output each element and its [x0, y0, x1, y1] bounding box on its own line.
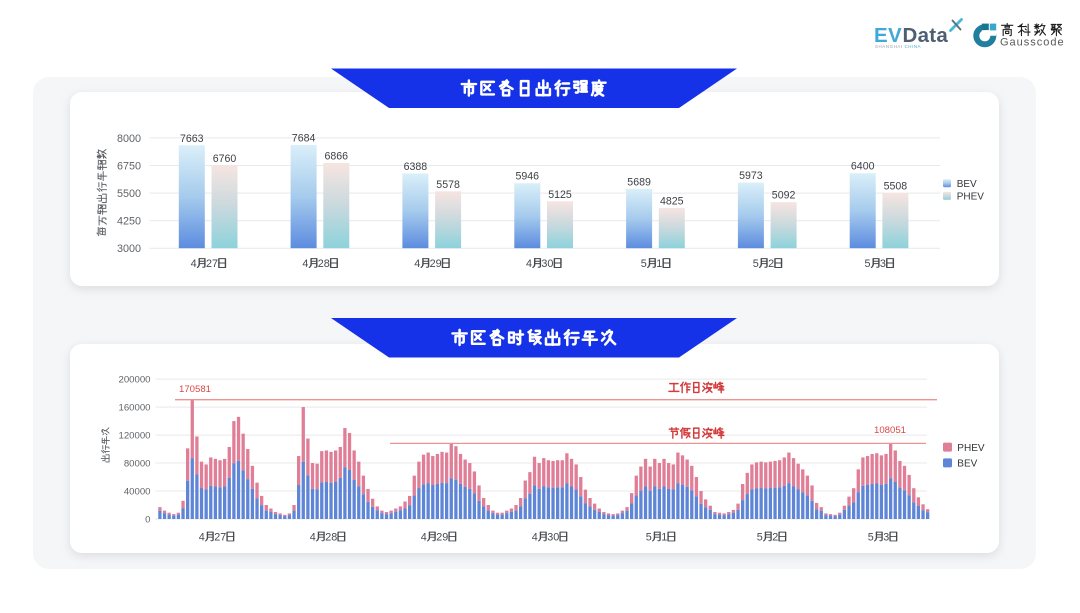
- svg-text:EV: EV: [874, 24, 902, 47]
- svg-text:5973: 5973: [739, 170, 763, 182]
- svg-text:27: 27: [214, 532, 226, 544]
- svg-text:5: 5: [868, 532, 874, 544]
- svg-text:3: 3: [880, 258, 886, 270]
- svg-text:28: 28: [325, 532, 337, 544]
- svg-text:6388: 6388: [404, 161, 428, 173]
- svg-text:29: 29: [430, 258, 442, 270]
- svg-text:5092: 5092: [772, 190, 796, 202]
- svg-text:5: 5: [753, 258, 759, 270]
- svg-text:5: 5: [646, 532, 652, 544]
- svg-text:4: 4: [526, 258, 532, 270]
- svg-text:170581: 170581: [179, 384, 211, 395]
- svg-text:6760: 6760: [213, 153, 237, 165]
- svg-text:120000: 120000: [118, 431, 150, 442]
- svg-text:3: 3: [883, 532, 889, 544]
- svg-text:CHINA: CHINA: [905, 44, 922, 49]
- svg-text:40000: 40000: [124, 487, 151, 498]
- svg-text:200000: 200000: [118, 375, 150, 386]
- svg-text:5578: 5578: [436, 179, 460, 191]
- svg-text:3000: 3000: [117, 243, 141, 255]
- svg-text:30: 30: [547, 532, 559, 544]
- svg-text:28: 28: [318, 258, 330, 270]
- svg-text:6750: 6750: [117, 160, 141, 172]
- svg-text:80000: 80000: [124, 459, 151, 470]
- svg-text:4: 4: [302, 258, 308, 270]
- svg-text:5: 5: [641, 258, 647, 270]
- svg-text:1: 1: [656, 258, 662, 270]
- svg-text:BEV: BEV: [957, 459, 977, 470]
- svg-text:4: 4: [532, 532, 538, 544]
- svg-text:7684: 7684: [292, 132, 316, 144]
- svg-text:2: 2: [772, 532, 778, 544]
- svg-text:30: 30: [541, 258, 553, 270]
- svg-text:7663: 7663: [180, 133, 204, 145]
- svg-text:1: 1: [661, 532, 667, 544]
- svg-text:8000: 8000: [117, 133, 141, 145]
- svg-text:5125: 5125: [548, 189, 572, 201]
- svg-text:160000: 160000: [118, 403, 150, 414]
- svg-text:4825: 4825: [660, 195, 684, 207]
- svg-text:Gausscode: Gausscode: [1000, 36, 1065, 48]
- svg-text:5946: 5946: [516, 171, 540, 183]
- svg-text:5500: 5500: [117, 188, 141, 200]
- svg-text:29: 29: [436, 532, 448, 544]
- svg-text:BEV: BEV: [957, 179, 977, 190]
- svg-text:2: 2: [768, 258, 774, 270]
- svg-text:27: 27: [206, 258, 218, 270]
- svg-text:0: 0: [145, 515, 150, 526]
- svg-text:4: 4: [310, 532, 316, 544]
- svg-text:5: 5: [757, 532, 763, 544]
- svg-text:5508: 5508: [884, 180, 908, 192]
- svg-text:4: 4: [191, 258, 197, 270]
- svg-text:SHANGHAI: SHANGHAI: [875, 44, 903, 49]
- svg-text:4: 4: [414, 258, 420, 270]
- svg-text:108051: 108051: [874, 425, 906, 436]
- svg-text:PHEV: PHEV: [957, 443, 985, 454]
- svg-text:4: 4: [199, 532, 205, 544]
- svg-text:4: 4: [421, 532, 427, 544]
- svg-text:5689: 5689: [627, 176, 651, 188]
- svg-text:4250: 4250: [117, 216, 141, 228]
- svg-text:6400: 6400: [851, 161, 875, 173]
- svg-text:Data: Data: [903, 24, 949, 47]
- svg-text:5: 5: [865, 258, 871, 270]
- svg-text:6866: 6866: [325, 150, 349, 162]
- svg-text:PHEV: PHEV: [957, 192, 985, 203]
